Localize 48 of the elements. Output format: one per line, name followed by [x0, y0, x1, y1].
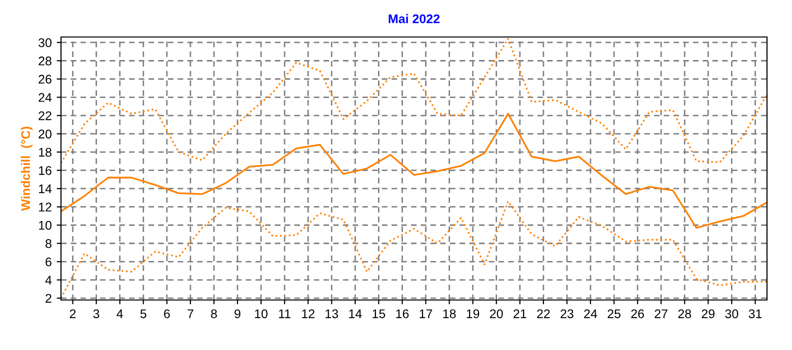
y-tick-label: 24 [38, 93, 52, 102]
x-tick-label: 17 [420, 309, 432, 318]
x-tick-label: 21 [514, 309, 526, 318]
y-tick-label: 16 [39, 166, 52, 175]
x-tick-label: 22 [537, 309, 550, 318]
x-tick-label: 29 [702, 309, 715, 318]
y-tick-label: 2 [46, 294, 52, 303]
x-tick-label: 6 [164, 309, 170, 318]
y-tick-label: 6 [46, 257, 52, 266]
y-tick-label: 8 [46, 239, 52, 248]
x-tick-label: 18 [443, 309, 456, 318]
y-axis-title: Windchill (°C) [20, 126, 33, 211]
x-tick-label: 23 [560, 309, 574, 318]
y-tick-label: 14 [39, 184, 52, 194]
x-tick-label: 3 [93, 309, 100, 318]
x-tick-label: 30 [725, 309, 738, 318]
x-tick-label: 26 [631, 309, 644, 318]
y-tick-label: 26 [38, 74, 52, 84]
x-tick-label: 12 [302, 309, 314, 318]
x-tick-label: 8 [211, 309, 217, 318]
x-tick-label: 19 [466, 309, 480, 318]
x-tick-label: 25 [608, 309, 620, 318]
x-tick-label: 13 [326, 309, 338, 318]
x-tick-label: 2 [70, 309, 76, 318]
chart-title: Mai 2022 [388, 14, 440, 24]
x-tick-label: 7 [188, 309, 194, 318]
x-tick-label: 15 [372, 309, 386, 318]
x-tick-label: 27 [654, 309, 668, 318]
x-tick-label: 20 [490, 309, 503, 318]
y-tick-label: 4 [45, 276, 52, 284]
y-tick-label: 28 [38, 56, 52, 66]
y-tick-label: 18 [39, 148, 52, 157]
line-series [61, 112, 767, 229]
y-tick-label: 20 [38, 130, 52, 138]
x-tick-label: 5 [140, 309, 146, 318]
x-tick-label: 28 [678, 309, 692, 318]
y-tick-label: 30 [38, 38, 52, 48]
x-tick-label: 10 [255, 309, 268, 318]
x-tick-label: 16 [396, 309, 409, 318]
x-tick-label: 14 [349, 309, 362, 318]
x-tick-label: 9 [234, 309, 240, 318]
x-tick-label: 24 [584, 309, 598, 318]
y-tick-label: 22 [38, 111, 52, 120]
x-tick-label: 4 [116, 309, 123, 318]
x-tick-label: 31 [748, 309, 762, 318]
y-tick-label: 10 [39, 220, 52, 230]
y-tick-label: 12 [39, 202, 52, 212]
x-tick-label: 11 [279, 309, 290, 318]
